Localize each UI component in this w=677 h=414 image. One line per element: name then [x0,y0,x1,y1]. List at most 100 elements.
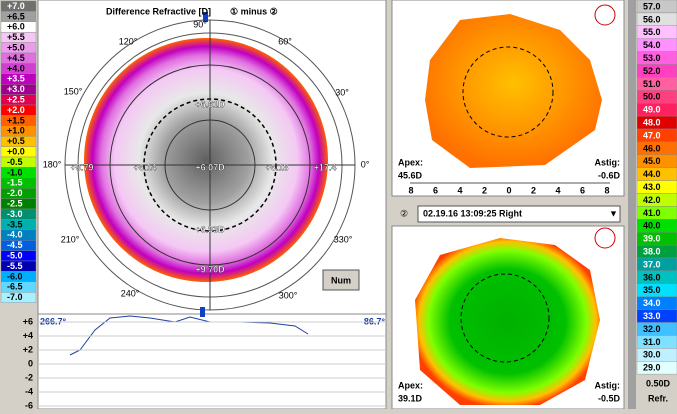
scale-swatch [636,361,677,375]
angle-label: 330° [334,234,353,244]
scale-label: +2.0 [7,105,25,115]
map2 [415,238,600,405]
scale-label: -0.5 [7,157,23,167]
button-label: Num [331,275,351,285]
y-tick-label: -6 [25,400,33,409]
angle-label: 30° [335,87,349,97]
scale-label: 31.0 [643,337,661,347]
angle-label: 90° [193,19,207,29]
scale-label: 48.0 [643,117,661,127]
selector-number: ② [400,208,408,218]
scale-label: 55.0 [643,27,661,37]
scale-label: 35.0 [643,285,661,295]
marker [200,307,205,317]
num-button[interactable] [322,269,360,291]
scale-label: 32.0 [643,324,661,334]
scale-label: -3.0 [7,209,23,219]
dropdown[interactable] [417,205,621,223]
scale-label: +3.0 [7,84,25,94]
map-value: +6.18 [266,162,289,172]
scale-label: 38.0 [643,246,661,256]
angle-label: 300° [279,290,298,300]
scale-label: -2.0 [7,188,23,198]
scale-label: +5.5 [7,32,25,42]
marker [203,12,208,22]
scale-label: -6.0 [7,271,23,281]
apex-label: Apex: [398,157,423,167]
scale-label: 37.0 [643,259,661,269]
scale-label: -3.5 [7,219,23,229]
scale-label: -2.5 [7,198,23,208]
scale-label: 56.0 [643,14,661,24]
map-value: +6.14 [134,162,157,172]
selector-value: 02.19.16 13:09:25 Right [423,208,522,218]
astig-label: Astig: [595,380,621,390]
scale-label: 41.0 [643,208,661,218]
scale-label: 52.0 [643,66,661,76]
angle-label: 210° [61,234,80,244]
scale-label: 45.0 [643,156,661,166]
scale-label: 46.0 [643,143,661,153]
map-value: +6.93D [195,224,225,234]
scale-label: 51.0 [643,79,661,89]
axis-label: 0 [506,185,511,195]
angle-label: 240° [121,288,140,298]
axis-label: 8 [604,185,609,195]
icon [594,4,616,26]
scale-label: -1.0 [7,167,23,177]
scale-label: 33.0 [643,311,661,321]
scale-label: -1.5 [7,178,23,188]
map-value: +9.70D [195,264,225,274]
scale-label: -4.0 [7,230,23,240]
scale-label: 43.0 [643,182,661,192]
map-value: +6.07D [195,162,225,172]
scale-label: -6.5 [7,282,23,292]
scale-label: 29.0 [643,363,661,373]
angle-label: 0° [361,159,370,169]
axis-label: 6 [433,185,438,195]
map1 [425,14,602,168]
scale-label: 49.0 [643,105,661,115]
scale-step: 0.50D [646,378,671,388]
scale-label: 53.0 [643,53,661,63]
scale-label: +6.0 [7,22,25,32]
difference-map [84,38,328,282]
scale-label: +4.0 [7,63,25,73]
y-tick-label: 0 [28,358,33,368]
pupil [460,273,550,363]
axis-label: 8 [408,185,413,195]
profile-angle: 266.7° [40,316,67,326]
y-tick-label: +2 [23,344,33,354]
angle-label: 120° [119,36,138,46]
angle-label: 60° [278,36,292,46]
scale-label: -5.0 [7,250,23,260]
axis-label: 4 [555,185,560,195]
y-tick-label: -2 [25,372,33,382]
scale-swatch [0,292,37,303]
scale-label: -7.0 [7,292,23,302]
scale-label: 57.0 [643,1,661,11]
astig-label: Astig: [595,157,621,167]
axis-label: 6 [580,185,585,195]
profile-angle: 86.7° [364,316,386,326]
y-tick-label: -4 [25,386,33,396]
scale-label: +1.0 [7,126,25,136]
scale-mode: Refr. [648,393,668,403]
scale-label: 40.0 [643,221,661,231]
apex-label: Apex: [398,380,423,390]
apex-value: 45.6D [398,170,423,180]
scale-label: 30.0 [643,350,661,360]
scale-label: 34.0 [643,298,661,308]
scale-label: +0.0 [7,146,25,156]
scale-label: +1.5 [7,115,25,125]
scale-label: -5.5 [7,261,23,271]
map-value: +8.79 [71,162,94,172]
scale-label: 54.0 [643,40,661,50]
scrollbar [628,0,636,409]
scale-label: 39.0 [643,234,661,244]
y-tick-label: +4 [23,330,33,340]
title: Difference Refractive [D] [106,6,211,16]
apex-value: 39.1D [398,393,423,403]
